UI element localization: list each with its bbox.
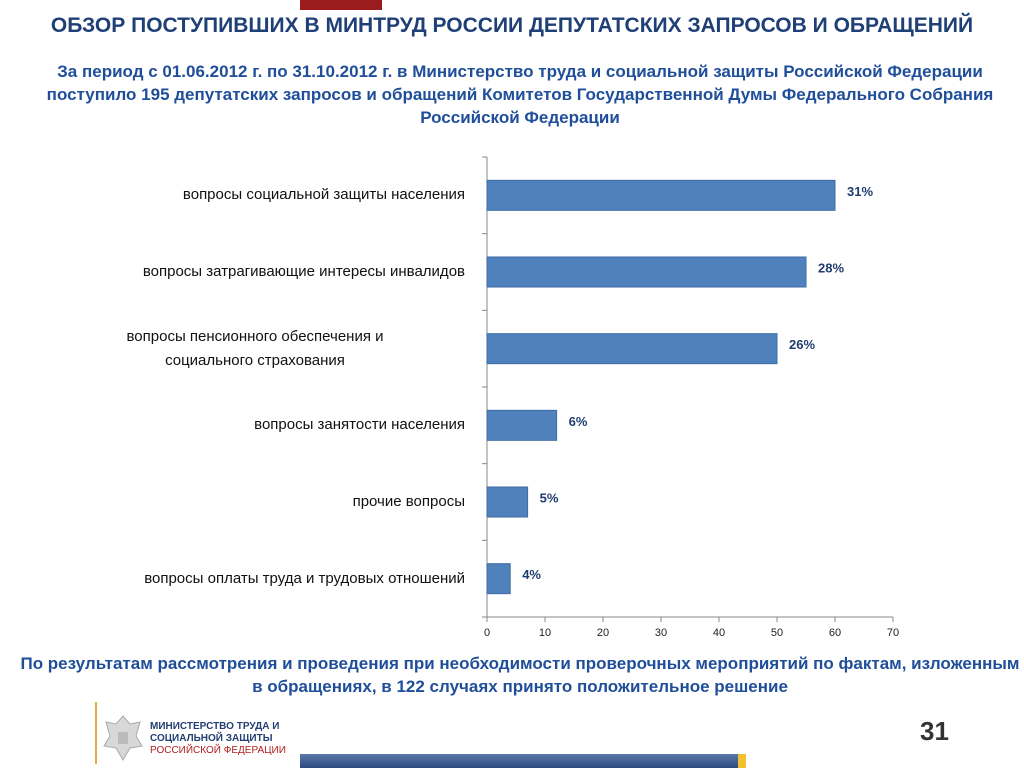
value-label: 5% [540, 490, 559, 505]
logo-divider [95, 702, 97, 764]
category-label: вопросы оплаты труда и трудовых отношени… [144, 569, 465, 587]
category-label: вопросы занятости населения [254, 416, 465, 434]
bar [486, 409, 558, 441]
category-label: прочие вопросы [352, 493, 465, 510]
x-tick-label: 50 [771, 627, 783, 639]
value-label: 26% [789, 337, 815, 352]
x-tick-label: 70 [887, 627, 899, 639]
value-label: 4% [522, 567, 541, 582]
conclusion: По результатам рассмотрения и проведения… [20, 654, 1020, 696]
x-tick-label: 40 [713, 627, 725, 639]
bar [486, 486, 529, 518]
category-label: вопросы затрагивающие интересы инвалидов [142, 263, 465, 280]
subtitle: За период с 01.06.2012 г. по 31.10.2012 … [46, 62, 994, 127]
x-tick-label: 20 [597, 627, 609, 639]
value-label: 6% [569, 414, 588, 429]
x-tick-label: 60 [829, 627, 841, 639]
accent-bar [300, 0, 382, 10]
bar [486, 256, 807, 288]
category-label: вопросы пенсионного обеспечения и социал… [126, 327, 384, 369]
page-number: 31 [920, 716, 949, 746]
bar [486, 179, 836, 211]
bar [486, 563, 511, 595]
x-tick-label: 30 [655, 627, 667, 639]
footer-band-end [738, 754, 746, 768]
value-label: 28% [818, 260, 844, 275]
bar [486, 333, 778, 365]
value-label: 31% [847, 184, 873, 199]
category-label: вопросы социальной защиты населения [182, 186, 465, 204]
x-tick-label: 0 [484, 627, 490, 639]
slide-title: ОБЗОР ПОСТУПИВШИХ В МИНТРУД РОССИИ ДЕПУТ… [50, 14, 974, 37]
x-tick-label: 10 [539, 627, 551, 639]
organization: МИНИСТЕРСТВО ТРУДА И СОЦИАЛЬНОЙ ЗАЩИТЫ [150, 721, 280, 744]
footer-band [300, 754, 738, 768]
organization-country: РОССИЙСКОЙ ФЕДЕРАЦИИ [150, 745, 286, 756]
emblem [103, 715, 143, 761]
